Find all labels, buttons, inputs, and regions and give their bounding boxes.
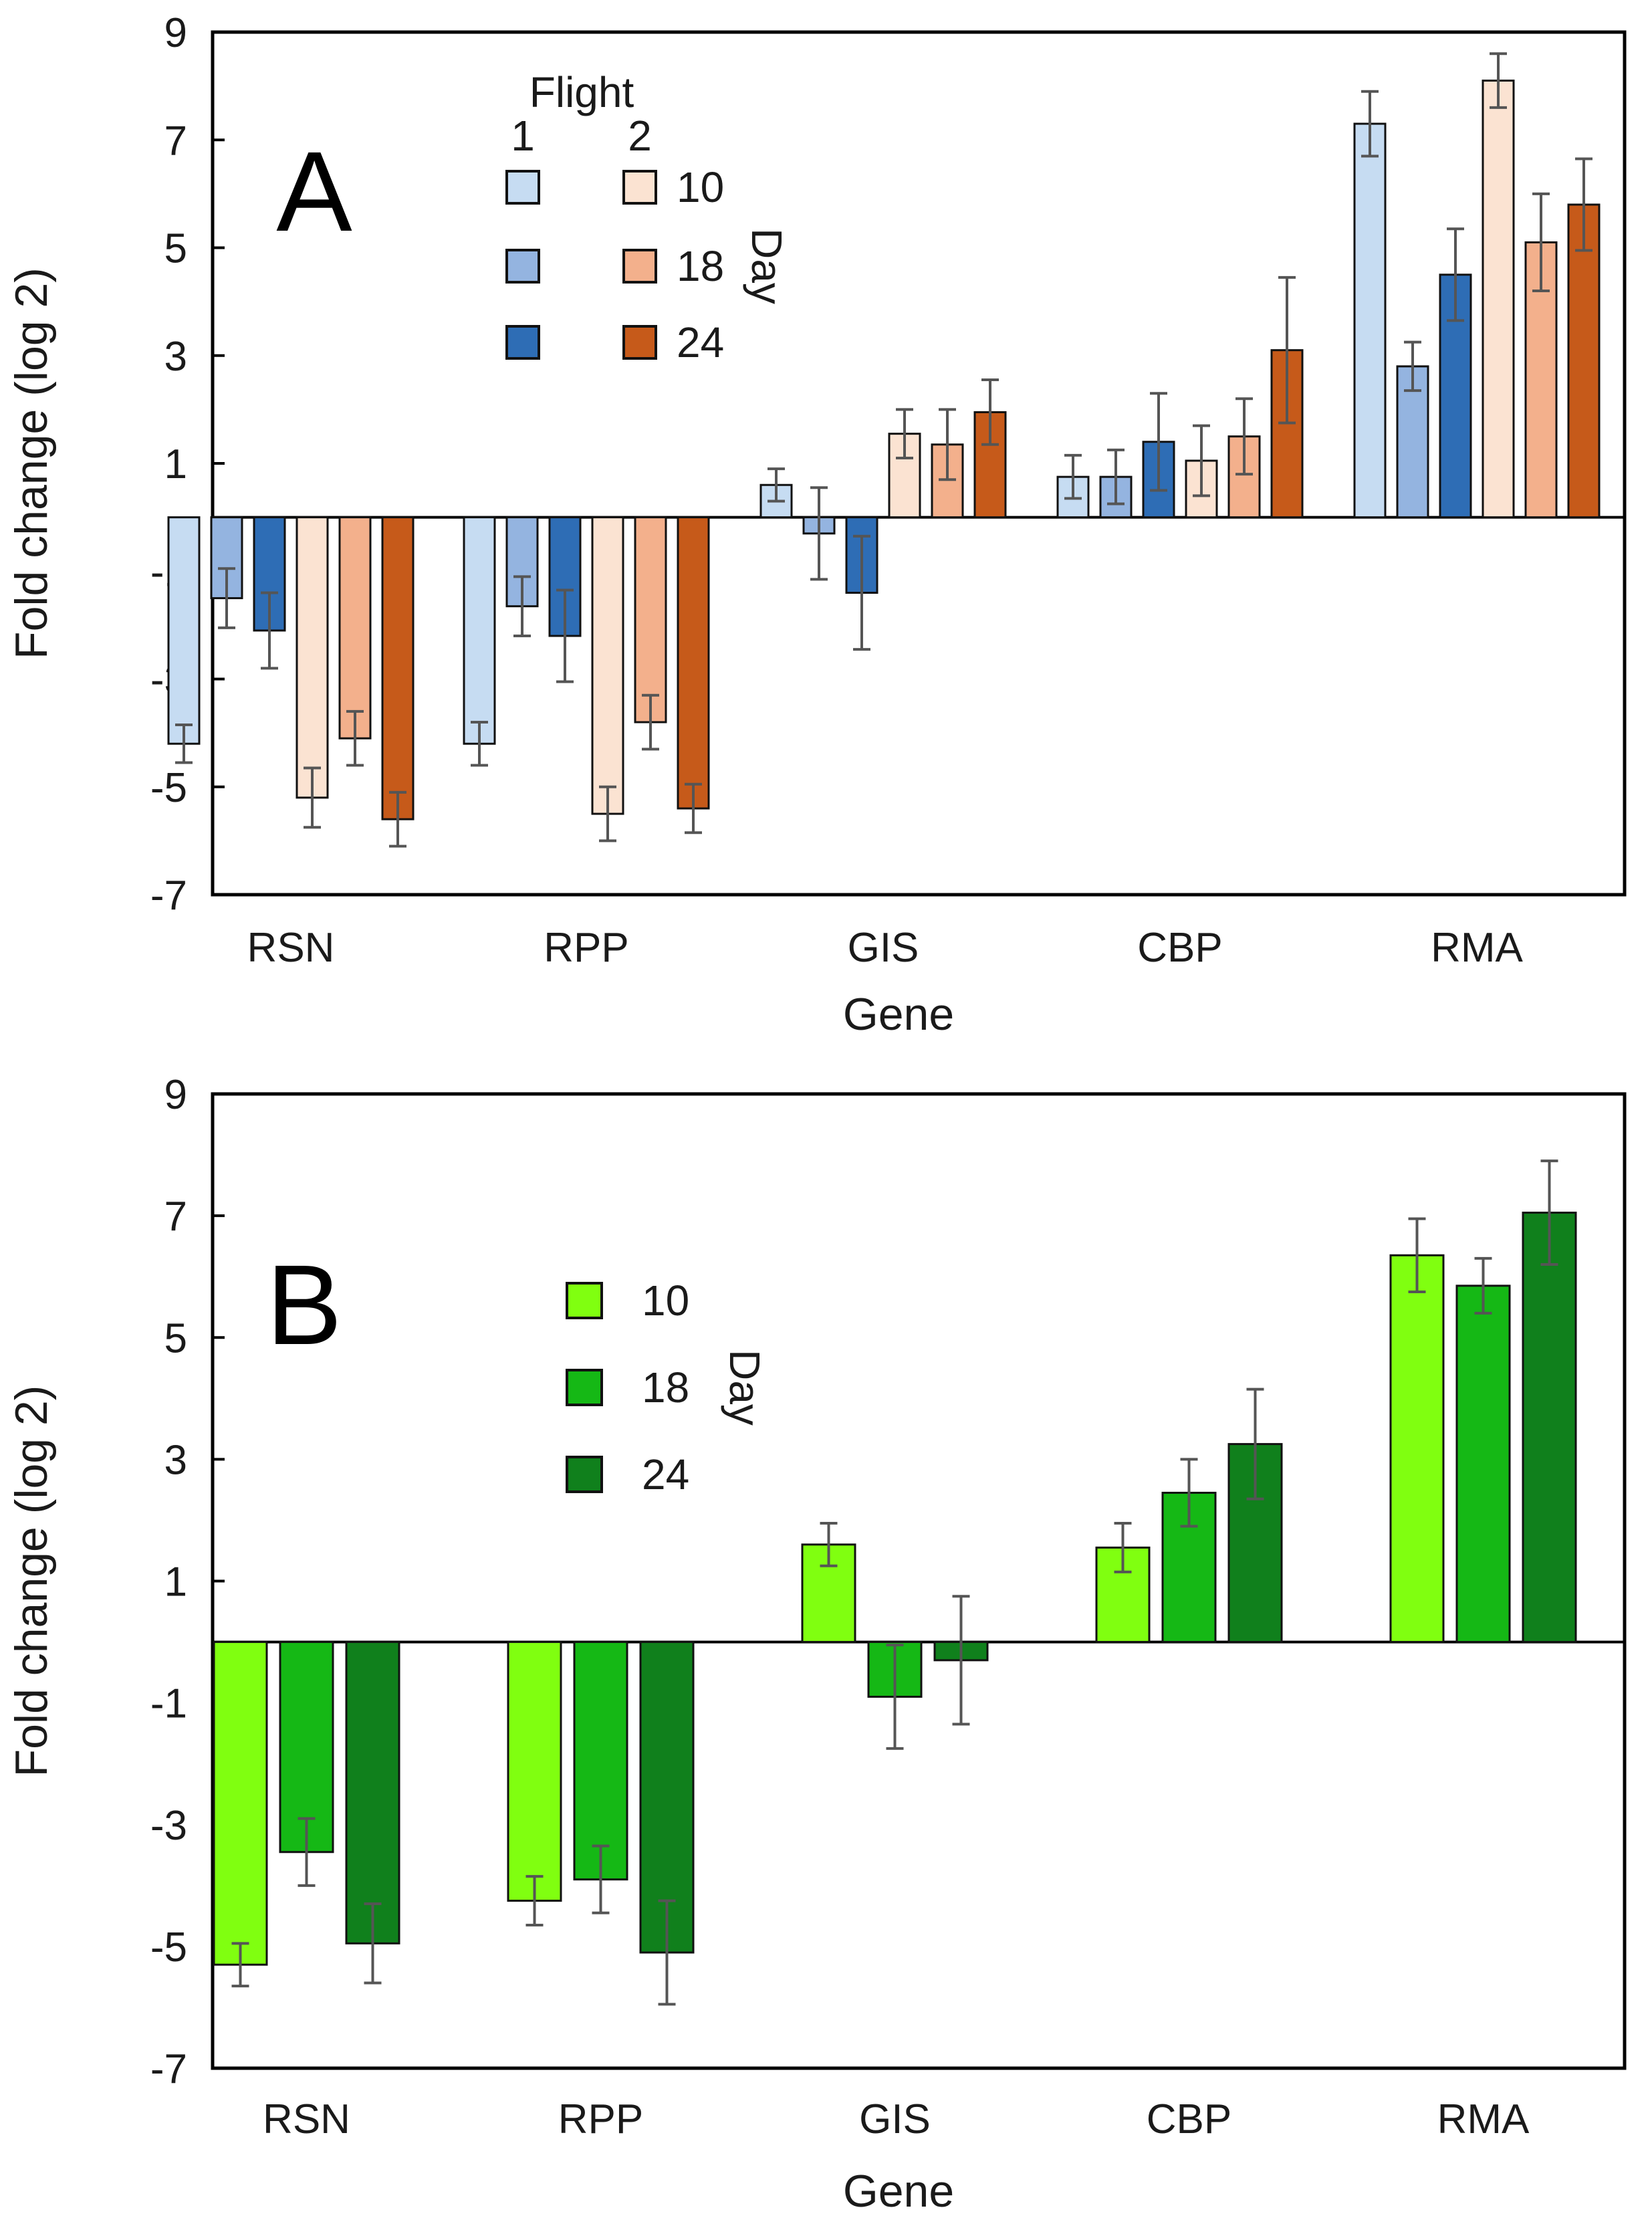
bar-gis-series-3: [888, 433, 921, 519]
y-tick-label: 3: [164, 334, 187, 380]
legend-column-label: 1: [511, 112, 535, 160]
bar-rpp-series-5: [677, 516, 710, 810]
bar-rsn-series-1: [279, 1641, 334, 1854]
x-category-label: RSN: [247, 925, 335, 971]
y-axis-title: Fold change (log 2): [6, 267, 57, 659]
legend-swatch: [505, 170, 540, 205]
legend-swatch: [566, 1369, 603, 1406]
legend-swatch: [622, 170, 657, 205]
legend-side-label: Day: [743, 228, 791, 304]
bar-rma-series-3: [1482, 80, 1515, 519]
bar-rpp-series-0: [463, 516, 496, 745]
y-tick-label: 7: [164, 1194, 187, 1240]
x-category-label: RMA: [1431, 925, 1523, 971]
y-tick-label: 9: [164, 10, 187, 56]
legend-swatch: [622, 325, 657, 360]
y-tick-label: 5: [164, 226, 187, 272]
x-category-label: RMA: [1437, 2096, 1530, 2142]
legend-swatch: [566, 1456, 603, 1493]
y-tick-label: -5: [150, 1924, 187, 1971]
y-tick-label: 5: [164, 1315, 187, 1361]
legend-swatch: [505, 325, 540, 360]
y-tick-label: -7: [150, 873, 187, 919]
x-category-label: CBP: [1137, 925, 1222, 971]
legend-day-label: 10: [677, 163, 724, 211]
y-tick-label: -5: [150, 765, 187, 811]
legend-day-label: 18: [642, 1363, 689, 1412]
x-category-label: GIS: [859, 2096, 931, 2142]
x-axis-title: Gene: [843, 989, 954, 1040]
legend-day-label: 10: [642, 1276, 689, 1325]
x-category-label: RPP: [558, 2096, 643, 2142]
bar-rpp-series-1: [573, 1641, 628, 1881]
x-axis-title: Gene: [843, 2166, 954, 2217]
bar-rma-series-2: [1522, 1212, 1577, 1644]
legend-day-label: 24: [677, 318, 724, 366]
x-category-label: RPP: [544, 925, 628, 971]
bar-rsn-series-4: [338, 516, 372, 740]
legend-side-label: Day: [721, 1349, 769, 1426]
y-tick-label: 3: [164, 1437, 187, 1483]
bar-rma-series-0: [1353, 122, 1387, 519]
y-tick-label: -7: [150, 2046, 187, 2092]
y-tick-label: 7: [164, 118, 187, 164]
bar-rpp-series-3: [591, 516, 624, 815]
legend-swatch: [505, 249, 540, 284]
y-tick-label: 1: [164, 441, 187, 487]
y-tick-label: -3: [150, 1803, 187, 1849]
bar-rma-series-0: [1389, 1254, 1445, 1644]
panel-letter: B: [266, 1242, 342, 1369]
legend-column-label: 2: [628, 112, 652, 160]
bar-rma-series-1: [1455, 1285, 1511, 1644]
bar-rpp-series-0: [507, 1641, 562, 1902]
legend-day-label: 24: [642, 1450, 689, 1498]
legend-day-label: 18: [677, 242, 724, 290]
panel-letter: A: [276, 128, 352, 255]
bar-rpp-series-1: [505, 516, 539, 608]
y-tick-label: -1: [150, 1681, 187, 1727]
x-category-label: CBP: [1147, 2096, 1231, 2142]
bar-rsn-series-0: [167, 516, 201, 745]
bar-rsn-series-2: [345, 1641, 400, 1944]
y-tick-label: 9: [164, 1072, 187, 1118]
bar-rsn-series-0: [213, 1641, 268, 1966]
bar-rma-series-5: [1567, 203, 1601, 519]
bar-rsn-series-3: [296, 516, 329, 799]
bar-rpp-series-4: [634, 516, 667, 724]
panel-b: -7 -5 -3 -1 1 3 5 7 9 RSN RPP GIS CBP RMA Gene Fold cha…: [6, 1072, 1627, 2217]
bar-rsn-series-5: [381, 516, 415, 820]
legend-title: Flight: [529, 68, 634, 116]
y-tick-label: 1: [164, 1559, 187, 1605]
legend-swatch: [566, 1282, 603, 1319]
y-axis-title: Fold change (log 2): [6, 1385, 57, 1777]
legend-swatch: [622, 249, 657, 284]
x-category-label: RSN: [263, 2096, 350, 2142]
x-category-label: GIS: [848, 925, 919, 971]
